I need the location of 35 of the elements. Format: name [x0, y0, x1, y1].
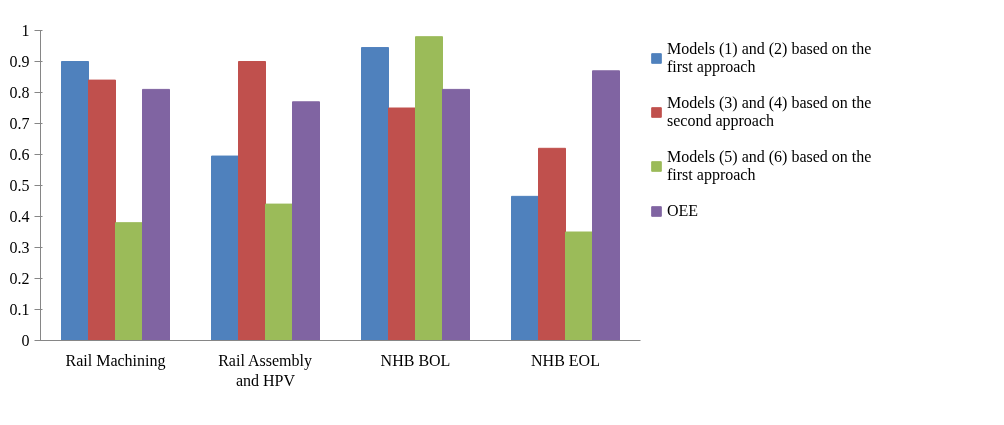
bar — [388, 107, 416, 341]
bar — [61, 61, 89, 341]
y-tick-label: 0.1 — [9, 301, 30, 318]
y-tick-label: 0.5 — [9, 177, 30, 194]
bar — [142, 88, 170, 341]
y-tick-label: 0.8 — [9, 84, 30, 101]
y-tick-label: 0.7 — [9, 115, 30, 132]
bar — [211, 155, 239, 341]
bar — [361, 47, 389, 341]
x-tick-label: Rail Assembly and HPV — [218, 351, 312, 389]
y-tick-label: 0.6 — [9, 146, 30, 163]
bar — [565, 231, 593, 341]
y-tick-label: 0 — [21, 332, 30, 349]
bar — [88, 79, 116, 341]
bar — [238, 61, 266, 341]
x-tick-label: Rail Machining — [65, 351, 166, 370]
x-tick-label: NHB EOL — [531, 351, 600, 369]
y-tick-label: 1 — [21, 22, 30, 39]
bar — [538, 147, 566, 341]
bar — [265, 203, 293, 341]
bar — [292, 101, 320, 341]
legend-label: Models (1) and (2) based on the first approach — [667, 40, 872, 76]
bar — [115, 222, 143, 341]
bar — [592, 70, 620, 341]
y-tick-label: 0.9 — [9, 53, 30, 70]
legend-label: Models (3) and (4) based on the second approach — [667, 94, 872, 130]
bar — [415, 36, 443, 341]
bar — [511, 195, 539, 341]
bar — [442, 88, 470, 341]
y-tick-label: 0.2 — [9, 270, 30, 287]
x-tick-label: NHB BOL — [380, 351, 451, 369]
legend-label: OEE — [667, 202, 699, 220]
legend-label: Models (5) and (6) based on the first approach — [667, 148, 872, 184]
y-tick-label: 0.4 — [9, 208, 30, 225]
y-tick-label: 0.3 — [9, 239, 30, 256]
